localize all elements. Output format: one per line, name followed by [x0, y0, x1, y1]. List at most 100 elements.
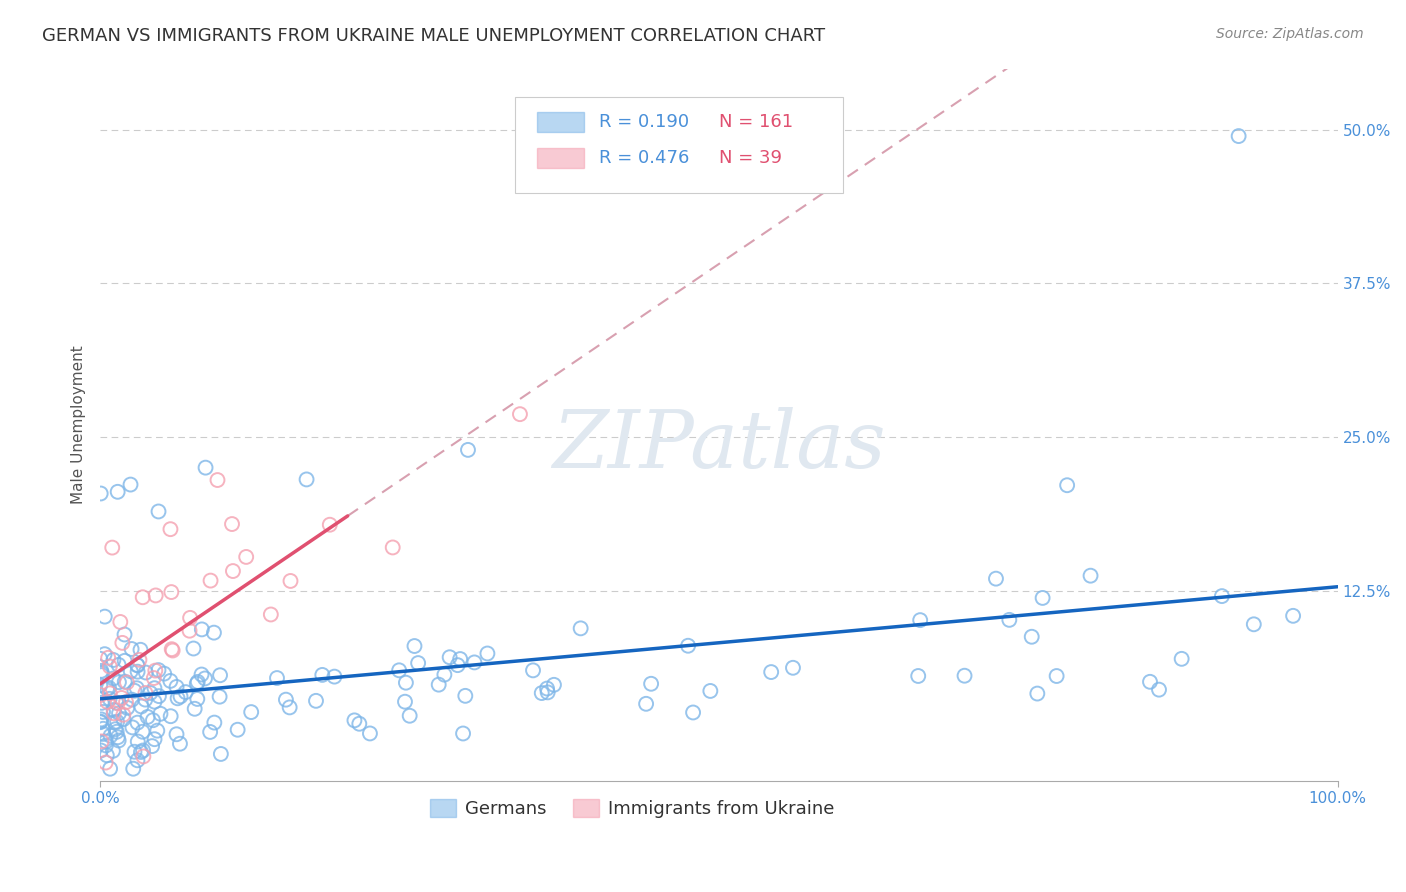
- FancyBboxPatch shape: [515, 97, 842, 194]
- Point: [439, 650, 461, 665]
- Point: [190, 667, 212, 681]
- Point: [1026, 687, 1049, 701]
- Point: [166, 727, 188, 741]
- Text: ZIPatlas: ZIPatlas: [553, 408, 886, 485]
- Point: [115, 675, 138, 690]
- Point: [103, 653, 125, 667]
- Point: [129, 642, 152, 657]
- Point: [107, 696, 129, 710]
- Point: [1046, 669, 1069, 683]
- Point: [323, 670, 346, 684]
- Point: [132, 749, 155, 764]
- Point: [98, 681, 121, 695]
- Point: [280, 574, 302, 588]
- Point: [110, 690, 132, 705]
- Point: [159, 522, 181, 536]
- Point: [90, 486, 112, 500]
- Point: [94, 609, 117, 624]
- Point: [114, 627, 136, 641]
- Point: [186, 676, 208, 690]
- Point: [90, 696, 112, 710]
- Point: [108, 706, 131, 721]
- Text: R = 0.190: R = 0.190: [599, 113, 689, 131]
- Point: [433, 667, 456, 681]
- Point: [98, 659, 121, 673]
- Point: [122, 762, 145, 776]
- Point: [359, 726, 381, 740]
- Point: [103, 703, 125, 717]
- Point: [103, 715, 125, 730]
- Point: [120, 665, 142, 679]
- Point: [209, 668, 232, 682]
- Point: [101, 744, 124, 758]
- Point: [107, 484, 129, 499]
- Point: [127, 715, 149, 730]
- Point: [1032, 591, 1054, 605]
- Point: [404, 639, 426, 653]
- Point: [676, 639, 699, 653]
- Point: [349, 716, 371, 731]
- Point: [191, 623, 214, 637]
- Point: [114, 674, 136, 689]
- Point: [114, 654, 136, 668]
- Point: [640, 677, 662, 691]
- Point: [477, 647, 499, 661]
- Point: [127, 658, 149, 673]
- Point: [132, 743, 155, 757]
- Point: [121, 692, 143, 706]
- Point: [169, 737, 191, 751]
- Point: [90, 713, 112, 727]
- Point: [305, 694, 328, 708]
- Point: [183, 641, 205, 656]
- Point: [120, 477, 142, 491]
- Point: [131, 724, 153, 739]
- Point: [222, 564, 245, 578]
- Point: [89, 678, 111, 692]
- Point: [522, 664, 544, 678]
- Point: [112, 712, 135, 726]
- Point: [125, 681, 148, 696]
- Point: [111, 636, 134, 650]
- Point: [1170, 652, 1192, 666]
- Point: [536, 681, 558, 696]
- Point: [103, 672, 125, 686]
- Point: [141, 739, 163, 753]
- Point: [169, 690, 191, 704]
- Point: [105, 724, 128, 739]
- Point: [101, 541, 124, 555]
- Point: [91, 722, 114, 736]
- Point: [91, 705, 114, 719]
- Point: [98, 686, 121, 700]
- Point: [96, 748, 118, 763]
- Point: [143, 664, 166, 678]
- Point: [105, 696, 128, 710]
- Y-axis label: Male Unemployment: Male Unemployment: [72, 345, 86, 504]
- Point: [166, 680, 188, 694]
- Point: [143, 732, 166, 747]
- Point: [202, 715, 225, 730]
- Point: [117, 701, 139, 715]
- Point: [186, 692, 208, 706]
- Point: [148, 689, 170, 703]
- Text: N = 161: N = 161: [718, 113, 793, 131]
- Point: [343, 714, 366, 728]
- Point: [127, 734, 149, 748]
- Point: [96, 681, 118, 696]
- Point: [682, 706, 704, 720]
- Point: [636, 697, 658, 711]
- Point: [319, 517, 342, 532]
- Point: [1056, 478, 1078, 492]
- Point: [94, 734, 117, 748]
- Point: [127, 658, 149, 673]
- Point: [543, 678, 565, 692]
- Point: [100, 729, 122, 743]
- Point: [278, 700, 301, 714]
- Point: [143, 681, 166, 696]
- Point: [509, 407, 531, 421]
- Point: [136, 710, 159, 724]
- Point: [451, 726, 474, 740]
- Point: [1021, 630, 1043, 644]
- Point: [194, 672, 217, 686]
- Point: [1139, 674, 1161, 689]
- Point: [145, 589, 167, 603]
